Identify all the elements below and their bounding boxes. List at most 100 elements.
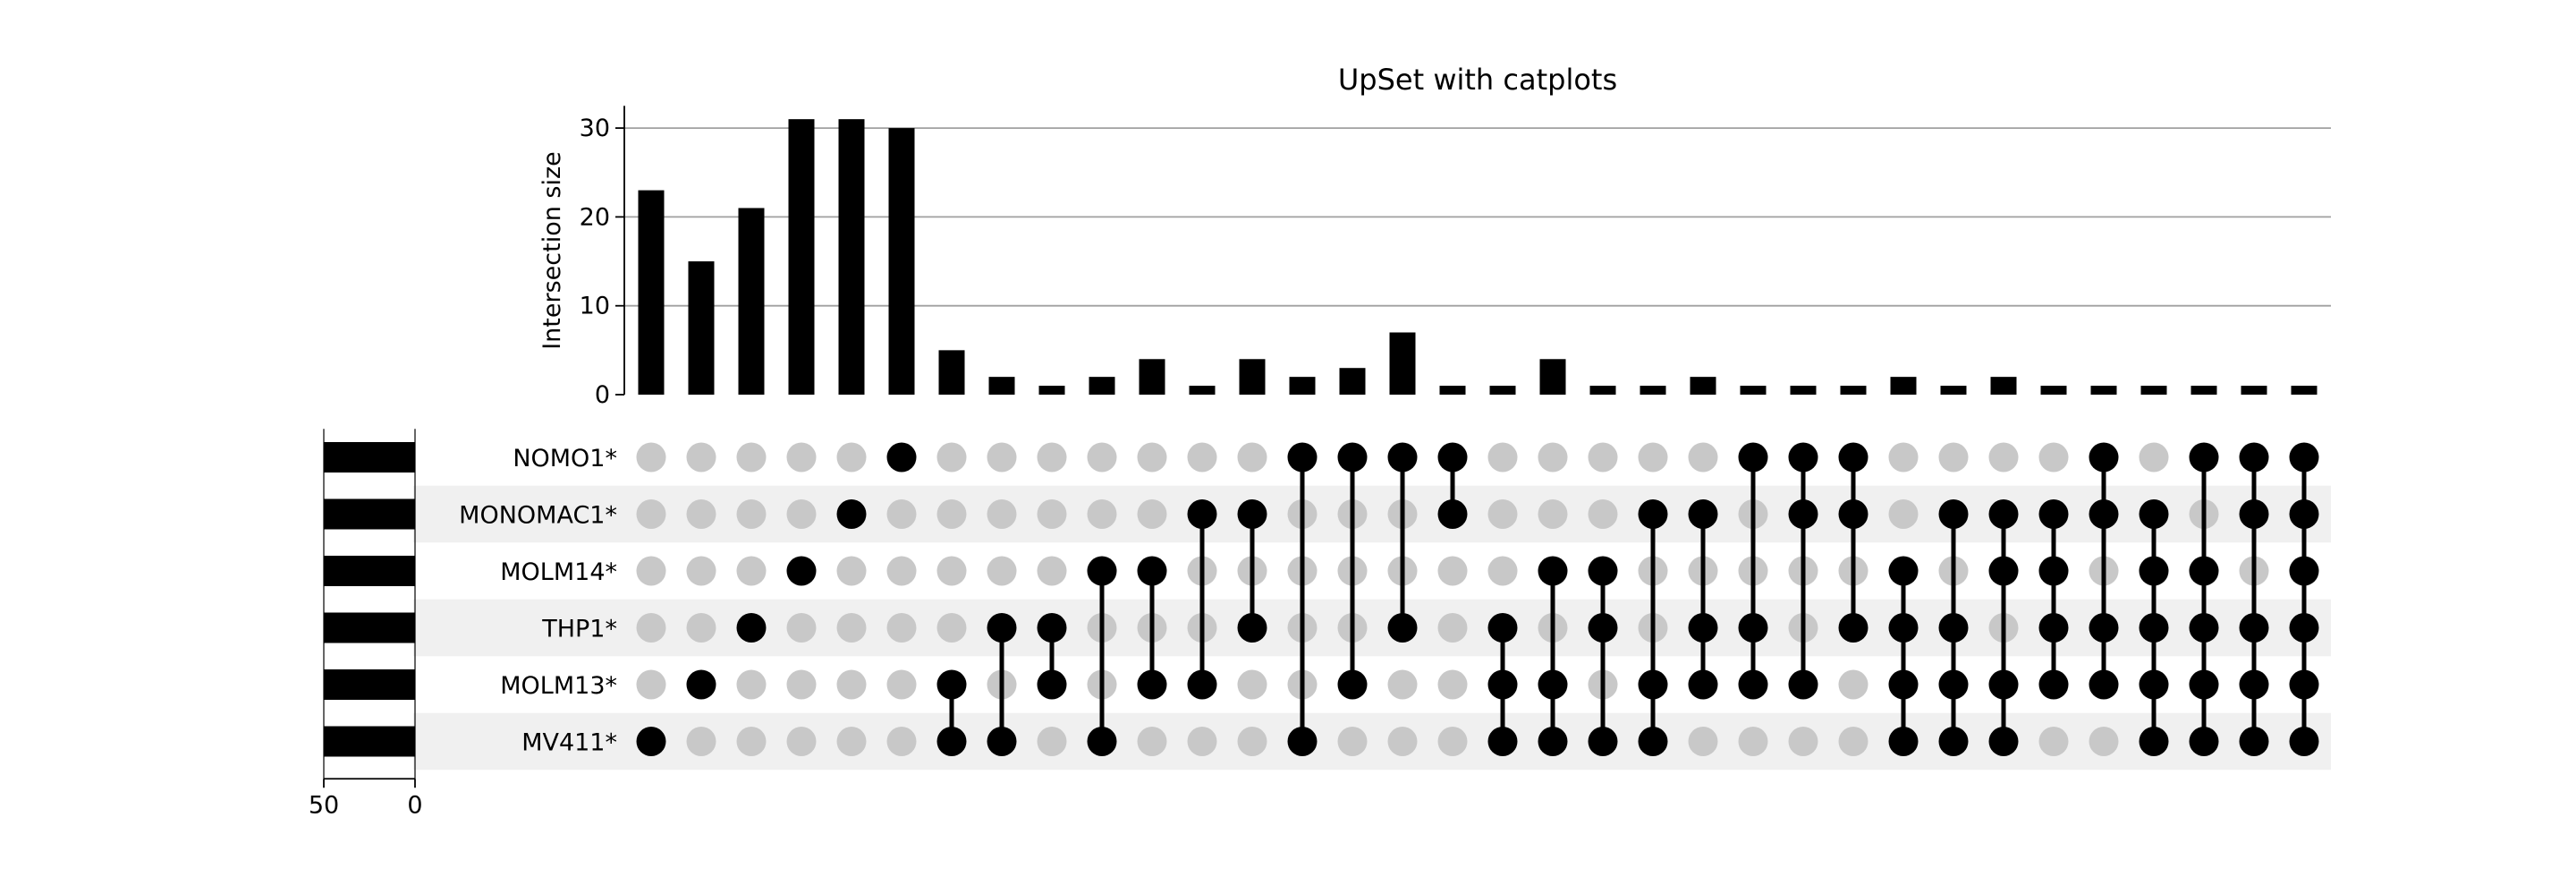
inactive-dot [836,613,867,643]
intersection-bar [1539,359,1566,395]
inactive-dot [2038,442,2069,473]
active-dot [936,727,967,756]
inactive-dot [736,727,767,756]
inactive-dot [1437,727,1468,756]
active-dot [886,442,917,473]
active-dot [987,613,1017,643]
inactive-dot [886,669,917,700]
active-dot [2139,727,2169,756]
inactive-dot [1237,669,1267,700]
active-dot [1487,727,1518,756]
active-dot [1738,669,1768,700]
inactive-dot [886,556,917,586]
active-dot [1538,669,1568,700]
inactive-dot [987,556,1017,586]
active-dot [786,556,817,586]
inactive-dot [786,727,817,756]
active-dot [2239,727,2269,756]
active-dot [1988,727,2019,756]
active-dot [1287,727,1318,756]
active-dot [2139,613,2169,643]
active-dot [936,669,967,700]
active-dot [2239,442,2269,473]
active-dot [1888,727,1919,756]
set-label: NOMO1* [513,445,617,473]
intersection-bar [2190,386,2217,395]
active-dot [1638,499,1668,529]
set-label: THP1* [541,616,617,643]
inactive-dot [1237,442,1267,473]
active-dot [836,499,867,529]
intersection-bar [888,128,915,395]
active-dot [2139,669,2169,700]
intersection-bar [1690,377,1716,395]
active-dot [1838,499,1868,529]
active-dot [736,613,767,643]
active-dot [1838,442,1868,473]
inactive-dot [1087,442,1117,473]
inactive-dot [1137,442,1167,473]
inactive-dot [886,499,917,529]
active-dot [1588,556,1618,586]
active-dot [1788,442,1818,473]
inactive-dot [836,727,867,756]
active-dot [1788,499,1818,529]
set-size-tick-label: 0 [407,791,422,819]
active-dot [1738,613,1768,643]
inactive-dot [1588,499,1618,529]
inactive-dot [686,499,716,529]
set-size-tick-label: 50 [309,791,339,819]
inactive-dot [1137,499,1167,529]
active-dot [2289,499,2319,529]
inactive-dot [636,613,666,643]
active-dot [1538,556,1568,586]
active-dot [1938,669,1969,700]
intersection-bar [1589,386,1616,395]
membership-matrix [636,442,2319,756]
inactive-dot [836,556,867,586]
inactive-dot [1137,727,1167,756]
active-dot [1337,442,1368,473]
set-size-bar [324,612,415,643]
intersection-bar [1239,359,1266,395]
set-label: MV411* [521,729,617,757]
inactive-dot [1888,442,1919,473]
set-size-bar [324,726,415,757]
active-dot [2289,556,2319,586]
inactive-dot [1037,727,1067,756]
active-dot [2089,499,2119,529]
active-dot [2089,669,2119,700]
inactive-dot [1688,442,1718,473]
y-tick-label: 20 [580,203,610,231]
inactive-dot [686,727,716,756]
inactive-dot [1938,442,1969,473]
inactive-dot [836,669,867,700]
inactive-dot [1788,727,1818,756]
inactive-dot [1738,727,1768,756]
chart-title: UpSet with catplots [1338,63,1617,97]
inactive-dot [636,499,666,529]
inactive-dot [636,442,666,473]
inactive-dot [1838,727,1868,756]
inactive-dot [936,499,967,529]
active-dot [1487,613,1518,643]
inactive-dot [786,613,817,643]
inactive-dot [1838,669,1868,700]
active-dot [1137,556,1167,586]
active-dot [1087,556,1117,586]
intersection-bar [1990,377,2017,395]
inactive-dot [1487,499,1518,529]
set-labels: NOMO1* MONOMAC1* MOLM14* THP1* MOLM13* MV411* [459,445,617,757]
active-dot [1688,499,1718,529]
active-dot [1938,727,1969,756]
active-dot [2038,499,2069,529]
active-dot [2038,556,2069,586]
active-dot [1938,613,1969,643]
active-dot [987,727,1017,756]
inactive-dot [686,613,716,643]
active-dot [2089,442,2119,473]
intersection-bar [1189,386,1216,395]
inactive-dot [1037,499,1067,529]
set-label: MOLM13* [500,672,617,700]
